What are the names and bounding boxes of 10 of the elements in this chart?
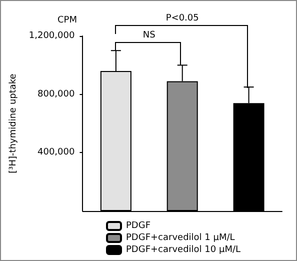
text: CPM [58,16,77,26]
text: P<0.05 [166,14,199,24]
y-tick-label: 1,200,000 [28,31,75,41]
y-axis-title: [³H]-thymidine uptake [8,73,18,174]
annotation: NS [142,30,156,40]
y-tick-label: 400,000 [37,148,75,158]
legend-label: PDGF [126,221,151,231]
legend-label: PDGF+carvedilol 1 μM/L [126,233,235,243]
y-tick-label: 800,000 [37,89,75,100]
legend-label: PDGF+carvedilol 10 μM/L [126,245,241,255]
